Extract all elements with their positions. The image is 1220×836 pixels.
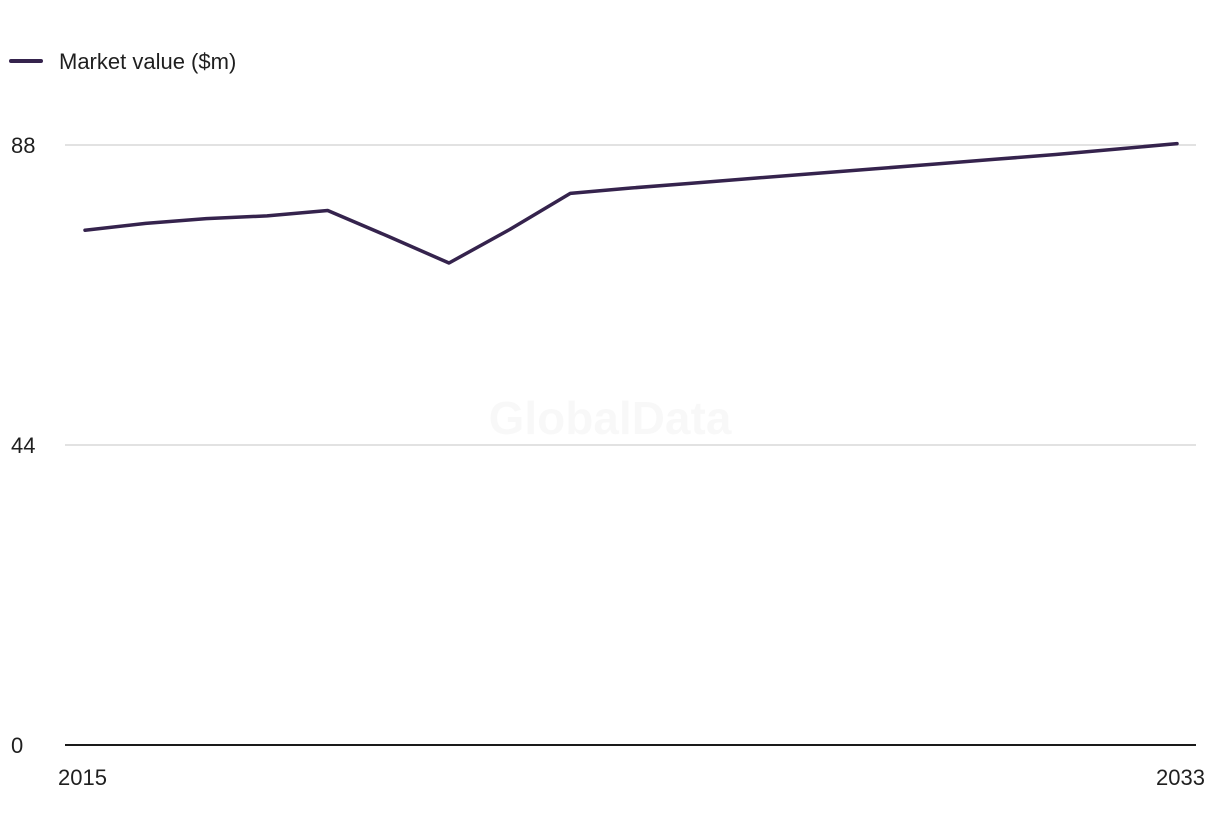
x-tick-label: 2015	[58, 765, 107, 790]
series-line-0	[83, 141, 1179, 265]
y-tick-label: 0	[11, 733, 23, 758]
y-axis-ticks: 0 44 88	[11, 133, 35, 758]
y-tick-label: 88	[11, 133, 35, 158]
legend: Market value ($m)	[9, 49, 236, 74]
gridlines	[65, 144, 1196, 446]
x-tick-label: 2033	[1156, 765, 1205, 790]
legend-label: Market value ($m)	[59, 49, 236, 74]
watermark-text: GlobalData	[489, 392, 732, 444]
series-lines	[83, 141, 1179, 265]
y-tick-label: 44	[11, 433, 35, 458]
x-axis-ticks: 2015 2033	[58, 765, 1205, 790]
